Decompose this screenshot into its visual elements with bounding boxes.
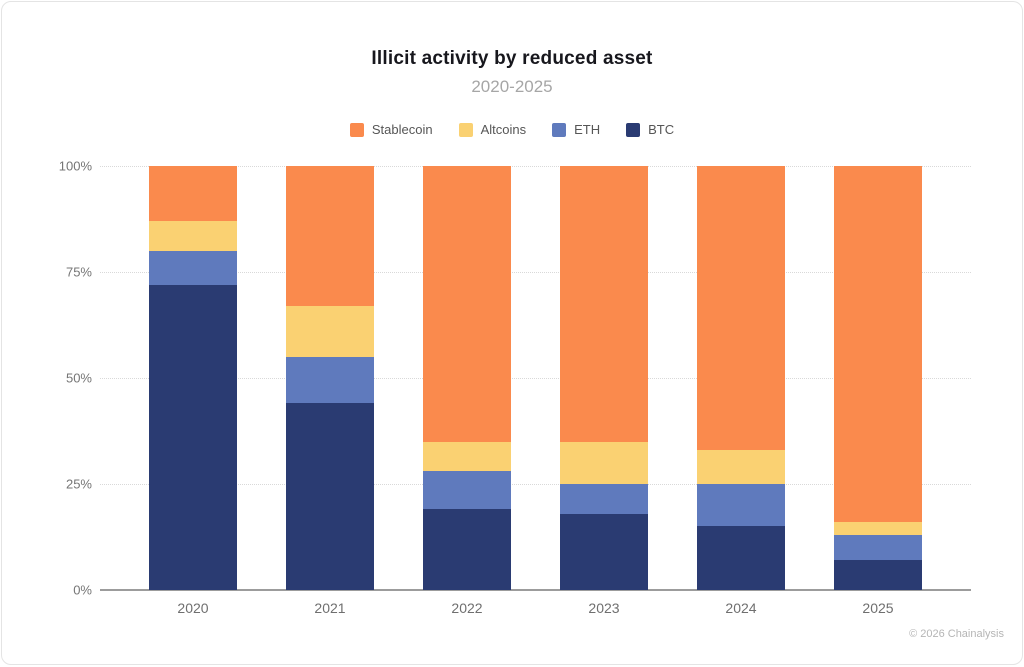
gridline-50- (100, 378, 971, 379)
bar-segment-stablecoin-2022 (423, 166, 511, 442)
bar-segment-btc-2020 (149, 284, 237, 590)
bar-2023 (560, 166, 648, 590)
bar-segment-altcoins-2025 (834, 522, 922, 535)
legend-swatch-btc (626, 122, 641, 137)
legend-swatch-stablecoin (349, 122, 364, 137)
bar-segment-altcoins-2020 (149, 221, 237, 251)
bar-segment-btc-2025 (834, 560, 922, 590)
chart-title: Illicit activity by reduced asset (371, 48, 653, 69)
legend-label-altcoins: Altcoins (480, 122, 527, 137)
copyright-note: © 2026 Chainalysis (909, 628, 1004, 640)
x-axis-line (100, 589, 971, 591)
gridline-75- (100, 272, 971, 273)
x-axis-tick-2022: 2022 (451, 600, 483, 616)
x-axis-tick-2021: 2021 (314, 600, 346, 616)
legend-item-altcoins[interactable]: Altcoins (458, 122, 527, 137)
bar-2025 (834, 166, 922, 590)
legend-swatch-altcoins (458, 122, 473, 137)
x-axis-tick-2024: 2024 (725, 600, 757, 616)
y-axis-tick-0-: 0% (73, 582, 92, 598)
bar-2020 (149, 166, 237, 590)
bar-segment-btc-2021 (286, 403, 374, 590)
gridline-100- (100, 166, 971, 167)
legend: Stablecoin Altcoins ETH BTC (2, 122, 1022, 137)
bar-segment-altcoins-2024 (697, 450, 785, 484)
bar-2021 (286, 166, 374, 590)
bar-segment-btc-2024 (697, 526, 785, 590)
legend-item-eth[interactable]: ETH (552, 122, 600, 137)
legend-swatch-eth (552, 122, 567, 137)
chart-subtitle: 2020-2025 (471, 77, 553, 96)
bar-2024 (697, 166, 785, 590)
bar-segment-eth-2021 (286, 356, 374, 404)
y-axis-tick-50-: 50% (65, 370, 92, 386)
bar-segment-eth-2025 (834, 534, 922, 561)
bar-segment-altcoins-2022 (423, 441, 511, 472)
y-axis-tick-75-: 75% (65, 264, 92, 280)
plot-area: 100% 75% 50% 25% 0% 2020 2021 2022 2023 2024 2025 (59, 159, 971, 616)
bar-segment-btc-2023 (560, 513, 648, 590)
bar-segment-stablecoin-2023 (560, 166, 648, 442)
x-axis-tick-2020: 2020 (177, 600, 209, 616)
bar-segment-btc-2022 (423, 509, 511, 590)
bar-segment-eth-2022 (423, 471, 511, 510)
legend-label-stablecoin: Stablecoin (371, 122, 433, 137)
bar-segment-stablecoin-2025 (834, 166, 922, 523)
y-axis-tick-100-: 100% (58, 158, 92, 174)
bar-segment-stablecoin-2024 (697, 166, 785, 451)
x-axis-tick-2023: 2023 (588, 600, 620, 616)
bar-segment-altcoins-2021 (286, 305, 374, 357)
y-axis-tick-25-: 25% (65, 476, 92, 492)
legend-item-stablecoin[interactable]: Stablecoin (349, 122, 433, 137)
bar-segment-eth-2024 (697, 483, 785, 527)
legend-label-btc: BTC (648, 122, 675, 137)
legend-label-eth: ETH (574, 122, 601, 137)
legend-item-btc[interactable]: BTC (626, 122, 674, 137)
gridline-25- (100, 484, 971, 485)
bar-segment-stablecoin-2021 (286, 166, 374, 306)
bar-2022 (423, 166, 511, 590)
bar-segment-stablecoin-2020 (149, 166, 237, 222)
bar-segment-eth-2023 (560, 483, 648, 514)
bar-segment-altcoins-2023 (560, 441, 648, 484)
x-axis-tick-2025: 2025 (862, 600, 894, 616)
bar-segment-eth-2020 (149, 250, 237, 285)
